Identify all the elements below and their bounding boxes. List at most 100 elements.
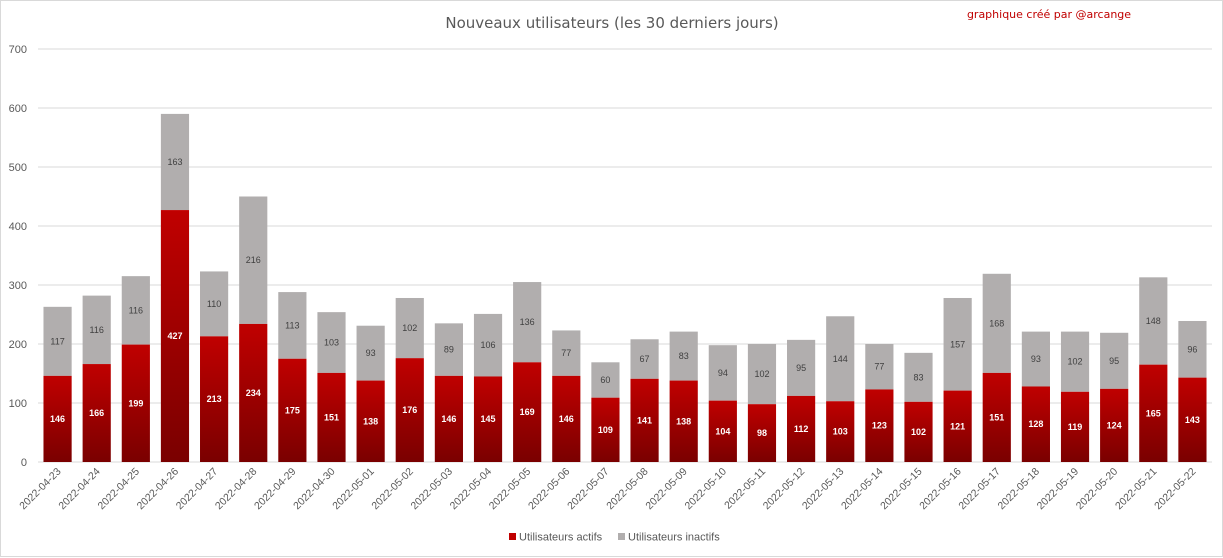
bar-active xyxy=(473,376,503,462)
bar-active xyxy=(1100,388,1129,462)
data-label-inactive: 96 xyxy=(1187,344,1197,354)
data-label-inactive: 216 xyxy=(246,255,261,265)
bar-active xyxy=(239,323,268,462)
data-label-active: 98 xyxy=(757,428,767,438)
data-label-inactive: 113 xyxy=(285,320,299,330)
data-label-active: 151 xyxy=(989,412,1004,422)
chart-title: Nouveaux utilisateurs (les 30 derniers j… xyxy=(445,14,778,32)
data-label-active: 146 xyxy=(441,414,456,424)
data-label-inactive: 163 xyxy=(167,157,182,167)
bar-inactive xyxy=(160,113,190,211)
data-label-active: 146 xyxy=(559,414,574,424)
bar-active xyxy=(630,378,659,462)
bar-inactive xyxy=(121,276,150,345)
bar-inactive xyxy=(747,344,777,405)
data-labels: 146 117 166 116 199 116 427 163 213 110 234 216 175 1… xyxy=(50,157,1200,438)
data-label-active: 128 xyxy=(1028,419,1043,429)
bar-active xyxy=(434,375,463,462)
bar-active xyxy=(552,375,581,462)
bar-active xyxy=(982,372,1011,462)
data-label-inactive: 103 xyxy=(324,338,339,348)
bar-inactive xyxy=(591,362,620,398)
bar-active xyxy=(1178,377,1207,462)
data-label-active: 199 xyxy=(128,398,143,408)
data-label-active: 165 xyxy=(1146,408,1161,418)
data-label-active: 145 xyxy=(481,414,496,424)
data-label-active: 112 xyxy=(794,424,809,434)
data-label-inactive: 93 xyxy=(1031,354,1041,364)
bar-active xyxy=(317,372,346,462)
chart-credit: graphique créé par @arcange xyxy=(967,8,1131,21)
y-tick-label: 500 xyxy=(9,162,27,174)
data-label-inactive: 95 xyxy=(796,363,806,373)
bar-active xyxy=(121,344,150,462)
y-tick-label: 600 xyxy=(9,103,27,115)
data-label-active: 138 xyxy=(676,416,691,426)
data-label-inactive: 89 xyxy=(444,345,454,355)
data-label-inactive: 102 xyxy=(402,323,417,333)
bar-inactive xyxy=(1060,331,1090,392)
data-label-inactive: 94 xyxy=(718,368,728,378)
data-label-inactive: 116 xyxy=(90,325,104,335)
data-label-active: 143 xyxy=(1185,415,1200,425)
bar-inactive xyxy=(513,282,542,363)
data-label-active: 104 xyxy=(715,426,730,436)
bar-active xyxy=(787,395,816,462)
data-label-active: 175 xyxy=(285,405,300,415)
data-label-active: 146 xyxy=(50,414,65,424)
data-label-active: 121 xyxy=(950,421,965,431)
data-label-active: 109 xyxy=(598,425,613,435)
data-label-inactive: 110 xyxy=(207,299,221,309)
bar-active xyxy=(43,375,72,462)
bar-active xyxy=(904,401,933,462)
bar-active xyxy=(591,397,620,462)
bar-inactive xyxy=(82,295,111,365)
legend-swatch-inactifs xyxy=(618,533,625,540)
bar-active xyxy=(708,400,737,462)
data-label-inactive: 83 xyxy=(913,372,923,382)
legend-label-inactifs: Utilisateurs inactifs xyxy=(628,532,720,544)
data-label-inactive: 157 xyxy=(950,339,965,349)
y-tick-label: 100 xyxy=(9,398,27,410)
data-label-active: 141 xyxy=(637,415,652,425)
bar-active xyxy=(82,364,111,462)
bar-active xyxy=(200,336,229,462)
y-tick-label: 400 xyxy=(9,221,27,233)
legend-label-actifs: Utilisateurs actifs xyxy=(519,532,603,544)
bar-active xyxy=(826,401,855,462)
data-label-inactive: 106 xyxy=(481,340,496,350)
y-axis-ticks: 0 100 200 300 400 500 600 700 xyxy=(9,44,27,469)
data-label-inactive: 102 xyxy=(754,369,769,379)
y-tick-label: 0 xyxy=(21,457,27,469)
bar-inactive xyxy=(1100,332,1129,389)
data-label-inactive: 67 xyxy=(640,354,650,364)
bar-inactive xyxy=(1178,320,1207,378)
data-label-active: 427 xyxy=(167,331,182,341)
data-label-inactive: 136 xyxy=(520,317,535,327)
bar-active xyxy=(356,380,385,462)
bars xyxy=(43,113,1207,462)
bar-inactive xyxy=(982,273,1011,373)
data-label-active: 166 xyxy=(89,408,104,418)
bar-active xyxy=(395,358,424,462)
data-label-inactive: 144 xyxy=(833,354,848,364)
bar-active xyxy=(160,210,190,462)
data-label-inactive: 117 xyxy=(50,336,64,346)
bar-active xyxy=(1139,364,1168,462)
bar-inactive xyxy=(434,323,463,376)
bar-active xyxy=(1021,386,1050,462)
data-label-active: 176 xyxy=(402,405,417,415)
data-label-active: 123 xyxy=(872,421,887,431)
bar-inactive xyxy=(787,339,816,396)
bar-inactive xyxy=(1021,331,1050,387)
legend-swatch-actifs xyxy=(509,533,516,540)
bar-inactive xyxy=(865,344,894,390)
bar-inactive xyxy=(356,325,385,381)
data-label-active: 138 xyxy=(363,416,378,426)
data-label-active: 102 xyxy=(911,427,926,437)
bar-active xyxy=(1060,391,1090,462)
y-tick-label: 700 xyxy=(9,44,27,56)
data-label-active: 119 xyxy=(1068,422,1083,432)
